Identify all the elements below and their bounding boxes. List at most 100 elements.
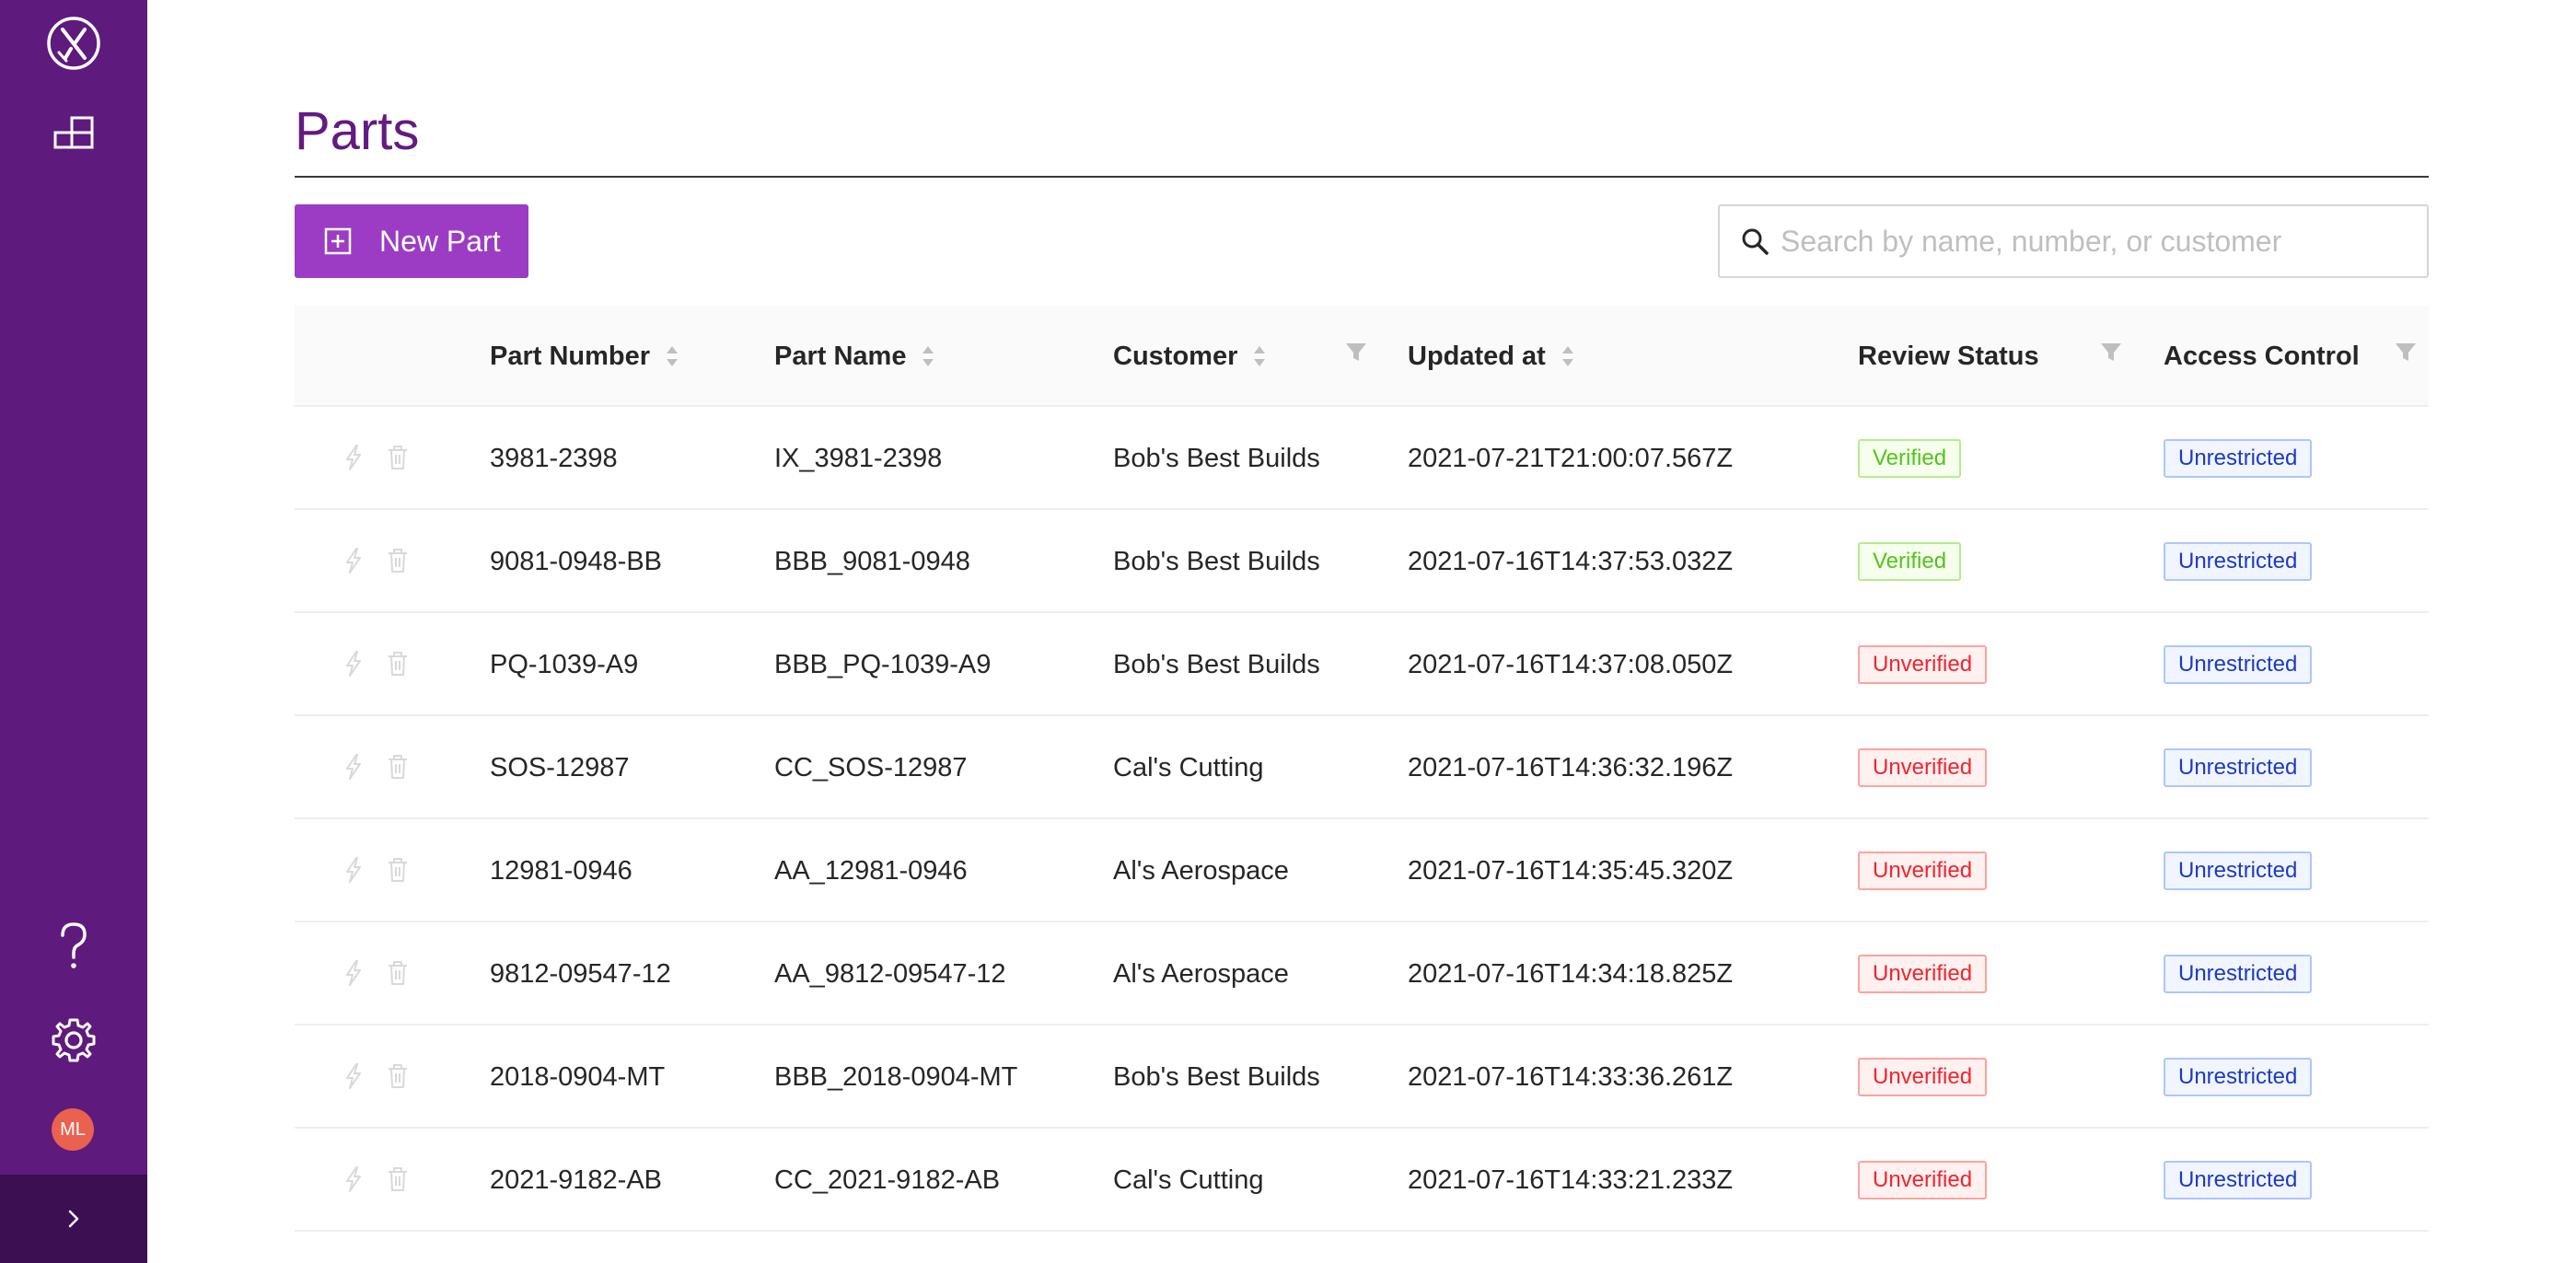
- lightning-icon[interactable]: [341, 1062, 366, 1090]
- access-control-badge: Unrestricted: [2164, 542, 2313, 581]
- trash-icon[interactable]: [385, 959, 411, 987]
- cell-access-control: Unrestricted: [2164, 1025, 2313, 1129]
- filter-icon[interactable]: [2099, 341, 2123, 365]
- cell-access-control: Unrestricted: [2164, 1129, 2313, 1232]
- cell-part-number[interactable]: 2021-9182-AB: [490, 1165, 663, 1195]
- title-divider: [295, 176, 2429, 178]
- column-header-part-number[interactable]: Part Number: [490, 306, 679, 407]
- cell-review-status: Verified: [1858, 407, 1962, 510]
- sort-icon[interactable]: [665, 343, 679, 369]
- lightning-icon[interactable]: [341, 444, 366, 471]
- table-row[interactable]: 2018-0904-MT BBB_2018-0904-MT Bob's Best…: [295, 1025, 2429, 1129]
- lightning-icon[interactable]: [341, 650, 366, 678]
- trash-icon[interactable]: [385, 1165, 411, 1193]
- access-control-badge: Unrestricted: [2164, 852, 2313, 890]
- cell-access-control: Unrestricted: [2164, 922, 2313, 1025]
- cell-part-name: IX_3981-2398: [774, 443, 943, 473]
- cell-review-status: Verified: [1858, 510, 1962, 613]
- cell-review-status: Unverified: [1858, 613, 1988, 716]
- table-row[interactable]: 12981-0946 AA_12981-0946 Al's Aerospace …: [295, 819, 2429, 922]
- sidebar-collapse-button[interactable]: [0, 1175, 147, 1263]
- table-row[interactable]: 9812-09547-12 AA_9812-09547-12 Al's Aero…: [295, 922, 2429, 1025]
- filter-icon[interactable]: [1344, 341, 1368, 365]
- new-part-button[interactable]: New Part: [295, 204, 528, 278]
- cell-part-number[interactable]: PQ-1039-A9: [490, 649, 639, 679]
- cell-part-name: AA_12981-0946: [774, 855, 968, 886]
- cell-updated-at: 2021-07-16T14:37:53.032Z: [1408, 546, 1734, 576]
- cell-customer: Al's Aerospace: [1113, 958, 1289, 989]
- search-icon: [1740, 226, 1770, 256]
- filter-icon[interactable]: [2394, 341, 2418, 365]
- trash-icon[interactable]: [385, 753, 411, 781]
- cell-part-number[interactable]: 2018-0904-MT: [490, 1061, 666, 1092]
- lightning-icon[interactable]: [341, 856, 366, 884]
- cell-customer: Bob's Best Builds: [1113, 546, 1320, 576]
- lightning-icon[interactable]: [341, 547, 366, 574]
- cell-part-name: BBB_9081-0948: [774, 546, 970, 576]
- cell-customer: Bob's Best Builds: [1113, 1061, 1320, 1092]
- trash-icon[interactable]: [385, 650, 411, 678]
- column-label: Customer: [1113, 341, 1238, 371]
- cell-updated-at: 2021-07-16T14:33:21.233Z: [1408, 1165, 1734, 1195]
- page-title: Parts: [295, 101, 420, 161]
- trash-icon[interactable]: [385, 547, 411, 574]
- table-row[interactable]: 2021-9182-AB CC_2021-9182-AB Cal's Cutti…: [295, 1129, 2429, 1232]
- lightning-icon[interactable]: [341, 959, 366, 987]
- parts-table: Part Number Part Name Customer: [295, 306, 2429, 1232]
- parts-grid-icon[interactable]: [50, 109, 98, 156]
- cell-part-name: CC_2021-9182-AB: [774, 1165, 1001, 1195]
- column-label: Access Control: [2164, 341, 2360, 371]
- trash-icon[interactable]: [385, 856, 411, 884]
- review-status-badge: Unverified: [1858, 1058, 1988, 1096]
- cell-part-name: AA_9812-09547-12: [774, 958, 1006, 989]
- column-header-part-name[interactable]: Part Name: [774, 306, 935, 407]
- trash-icon[interactable]: [385, 444, 411, 471]
- avatar[interactable]: ML: [52, 1108, 94, 1151]
- sidebar: ML: [0, 0, 147, 1263]
- column-header-access-control: Access Control: [2164, 306, 2360, 407]
- table-row[interactable]: 3981-2398 IX_3981-2398 Bob's Best Builds…: [295, 407, 2429, 510]
- table-body: 3981-2398 IX_3981-2398 Bob's Best Builds…: [295, 407, 2429, 1232]
- sort-icon[interactable]: [1561, 343, 1575, 369]
- column-label: Review Status: [1858, 341, 2039, 371]
- table-row[interactable]: PQ-1039-A9 BBB_PQ-1039-A9 Bob's Best Bui…: [295, 613, 2429, 716]
- column-label: Part Number: [490, 341, 651, 371]
- cell-updated-at: 2021-07-16T14:35:45.320Z: [1408, 855, 1734, 886]
- sort-icon[interactable]: [921, 343, 935, 369]
- column-header-review-status: Review Status: [1858, 306, 2039, 407]
- table-row[interactable]: SOS-12987 CC_SOS-12987 Cal's Cutting 202…: [295, 716, 2429, 819]
- cell-part-number[interactable]: 3981-2398: [490, 443, 618, 473]
- cell-part-number[interactable]: SOS-12987: [490, 752, 630, 782]
- cell-review-status: Unverified: [1858, 716, 1988, 819]
- cell-updated-at: 2021-07-16T14:36:32.196Z: [1408, 752, 1734, 782]
- question-mark-icon[interactable]: [51, 919, 97, 972]
- x-logo-icon[interactable]: [45, 15, 102, 72]
- cell-review-status: Unverified: [1858, 1025, 1988, 1129]
- chevron-right-icon: [63, 1208, 85, 1230]
- review-status-badge: Unverified: [1858, 955, 1988, 993]
- sort-icon[interactable]: [1252, 343, 1267, 369]
- column-header-updated-at[interactable]: Updated at: [1408, 306, 1575, 407]
- cell-access-control: Unrestricted: [2164, 613, 2313, 716]
- cell-part-number[interactable]: 9812-09547-12: [490, 958, 671, 989]
- cell-part-number[interactable]: 12981-0946: [490, 855, 632, 886]
- plus-square-icon: [324, 227, 352, 255]
- cell-updated-at: 2021-07-16T14:33:36.261Z: [1408, 1061, 1734, 1092]
- cell-access-control: Unrestricted: [2164, 407, 2313, 510]
- gear-icon[interactable]: [50, 1016, 98, 1064]
- lightning-icon[interactable]: [341, 1165, 366, 1193]
- search-box: [1718, 204, 2429, 278]
- access-control-badge: Unrestricted: [2164, 645, 2313, 684]
- cell-review-status: Unverified: [1858, 819, 1988, 922]
- search-input[interactable]: [1781, 224, 2407, 259]
- cell-part-name: BBB_2018-0904-MT: [774, 1061, 1018, 1092]
- lightning-icon[interactable]: [341, 753, 366, 781]
- cell-customer: Bob's Best Builds: [1113, 649, 1320, 679]
- trash-icon[interactable]: [385, 1062, 411, 1090]
- column-label: Part Name: [774, 341, 907, 371]
- cell-part-name: CC_SOS-12987: [774, 752, 968, 782]
- cell-part-number[interactable]: 9081-0948-BB: [490, 546, 663, 576]
- cell-customer: Cal's Cutting: [1113, 752, 1264, 782]
- column-header-customer[interactable]: Customer: [1113, 306, 1267, 407]
- table-row[interactable]: 9081-0948-BB BBB_9081-0948 Bob's Best Bu…: [295, 510, 2429, 613]
